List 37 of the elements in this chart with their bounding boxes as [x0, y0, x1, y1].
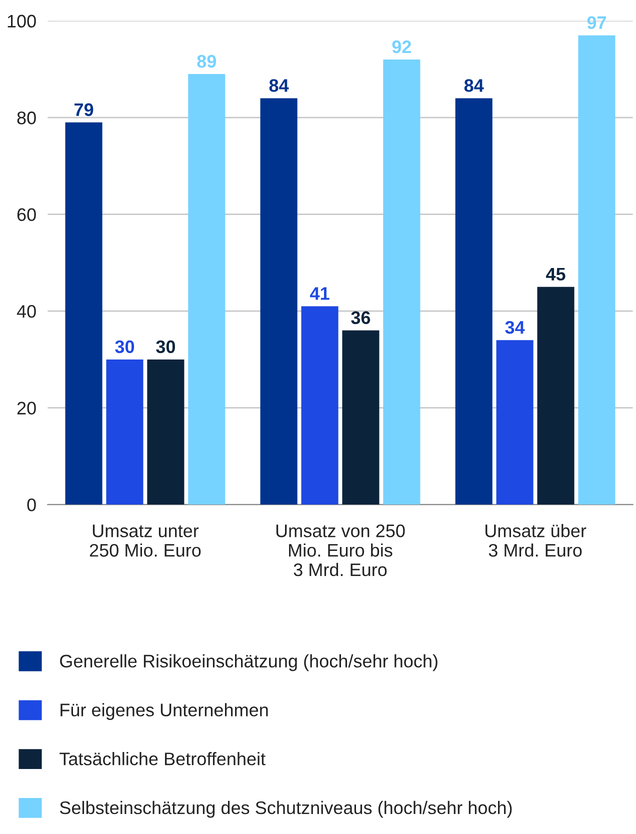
data-label: 89	[197, 54, 216, 68]
data-label: 84	[464, 79, 484, 92]
bar	[342, 330, 380, 505]
data-label: 79	[74, 103, 94, 116]
y-tick-label: 40	[16, 305, 36, 318]
bar	[301, 306, 338, 505]
bar	[383, 60, 420, 505]
y-tick-label: 80	[17, 112, 36, 124]
y-tick-label: 0	[27, 498, 36, 512]
x-tick-label: Umsatz über 3 Mrd. Euro	[486, 524, 586, 557]
data-label: 45	[546, 268, 566, 281]
bar	[496, 340, 534, 505]
data-label: 84	[269, 79, 289, 92]
data-label: 97	[587, 16, 606, 30]
bar	[65, 122, 102, 505]
bar	[260, 98, 298, 505]
data-label: 34	[505, 320, 525, 334]
bar	[578, 35, 616, 505]
y-tick-label: 60	[17, 208, 36, 222]
bar	[455, 98, 492, 505]
legend-label: Für eigenes Unternehmen	[60, 703, 268, 720]
data-label: 92	[392, 40, 412, 54]
legend-label: Selbsteinschätzung des Schutzniveaus (hoch/sehr hoch)	[60, 800, 512, 818]
data-label: 36	[351, 311, 370, 324]
bar	[147, 359, 184, 505]
x-tick-label: Umsatz von 250 Mio. Euro bis 3 Mrd. Euro	[276, 524, 405, 576]
legend-label: Generelle Risikoeinschätzung (hoch/sehr hoch)	[60, 654, 438, 672]
legend-label: Tatsächliche Betroffenheit	[60, 752, 266, 766]
data-label: 30	[115, 340, 134, 354]
bar	[537, 286, 574, 505]
bar	[106, 359, 144, 505]
x-tick-label: Umsatz unter 250 Mio. Euro	[90, 524, 201, 557]
y-tick-label: 20	[17, 402, 36, 415]
y-tick-label: 100	[8, 14, 36, 28]
data-label: 30	[156, 340, 175, 354]
bar	[188, 74, 226, 505]
data-label: 41	[310, 287, 330, 300]
